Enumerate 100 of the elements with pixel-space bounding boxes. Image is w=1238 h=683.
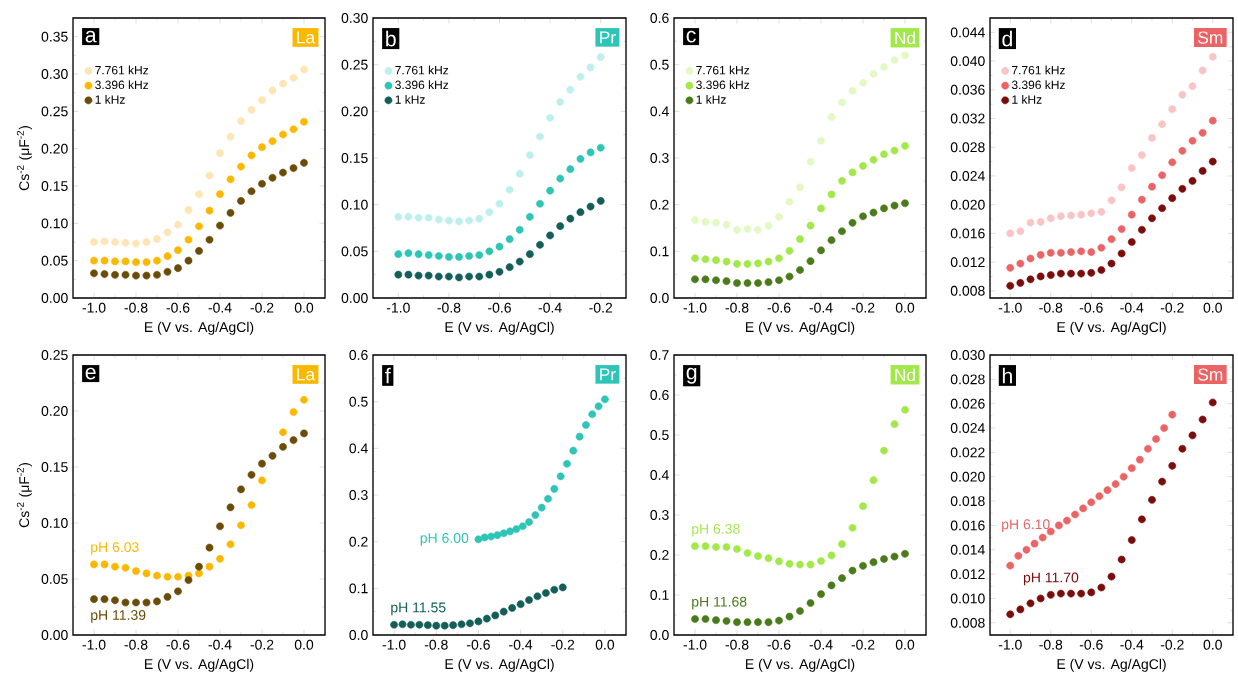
x-tick-label: -0.8	[437, 302, 461, 313]
point	[838, 227, 846, 236]
point	[525, 151, 534, 160]
y-tick-label: 0.20	[41, 406, 68, 416]
y-tick-label: 0.0	[349, 630, 368, 640]
point	[796, 235, 804, 244]
point	[890, 56, 899, 64]
point	[594, 402, 603, 411]
point	[563, 459, 571, 468]
point	[423, 621, 432, 630]
point	[268, 137, 277, 146]
point	[390, 620, 398, 629]
annotation: Sm	[1198, 368, 1223, 381]
y-tick-label: 0.00	[41, 293, 68, 303]
point	[1057, 212, 1065, 221]
point	[575, 432, 584, 441]
point	[100, 560, 109, 569]
legend-label: 3.396 kHz	[95, 80, 149, 90]
point	[796, 560, 804, 569]
point	[712, 219, 720, 227]
point	[1097, 243, 1106, 252]
point	[785, 559, 794, 568]
x-axis-title: E (V vs. Ag/AgCl)	[145, 658, 254, 672]
annotation: f	[385, 367, 391, 384]
y-axis-title: Cs$^{-2}$ (μF$^{-2}$)	[16, 463, 32, 528]
point	[701, 255, 710, 264]
y-tick-label: 0.00	[41, 630, 68, 640]
point	[901, 549, 909, 558]
point	[434, 272, 443, 281]
point	[1152, 435, 1160, 443]
point	[195, 562, 203, 571]
point	[153, 235, 161, 243]
point	[890, 201, 899, 210]
point	[546, 113, 554, 122]
point	[1188, 177, 1197, 185]
point	[890, 552, 899, 561]
point	[1158, 171, 1166, 180]
point	[279, 428, 287, 437]
point	[90, 560, 98, 569]
point	[195, 247, 203, 255]
point	[1127, 210, 1136, 219]
point	[111, 257, 119, 266]
point	[890, 420, 899, 429]
x-tick-label: -0.4	[509, 639, 533, 650]
y-tick-label: 0.024	[950, 423, 985, 434]
y-tick-label: 0.05	[41, 255, 68, 266]
point	[733, 226, 741, 234]
point	[132, 567, 140, 576]
point	[184, 235, 193, 244]
y-tick-label: 0.15	[341, 153, 368, 163]
point	[817, 557, 825, 565]
y-tick-label: 0.10	[41, 518, 68, 528]
point	[743, 225, 752, 233]
point	[566, 165, 575, 174]
y-tick-label: 0.20	[41, 143, 68, 154]
point	[1148, 182, 1156, 191]
x-tick-label: -0.8	[124, 302, 148, 313]
point	[1135, 455, 1144, 464]
point	[216, 554, 224, 563]
series-label: pH 11.68	[692, 596, 747, 610]
point	[546, 186, 554, 195]
point	[586, 202, 595, 211]
point	[153, 270, 161, 279]
point	[890, 146, 899, 155]
point	[205, 171, 214, 180]
point	[1022, 545, 1031, 554]
point	[508, 604, 517, 612]
point	[226, 132, 235, 141]
legend-label: 7.761 kHz	[95, 65, 149, 75]
point	[1077, 269, 1086, 278]
point	[536, 132, 544, 141]
point	[247, 470, 256, 479]
point	[764, 257, 773, 266]
point	[601, 395, 609, 404]
point	[1138, 225, 1146, 234]
point	[525, 518, 533, 526]
y-tick-label: 0.4	[650, 470, 669, 480]
point	[491, 611, 500, 620]
point	[1071, 510, 1079, 519]
point	[90, 256, 98, 265]
point	[1087, 588, 1096, 597]
point	[515, 257, 524, 266]
point	[195, 569, 203, 578]
point	[142, 569, 151, 578]
point	[556, 472, 565, 481]
point	[121, 238, 130, 247]
y-tick-label: 0.018	[950, 496, 985, 507]
point	[566, 85, 575, 94]
y-tick-label: 0.7	[650, 350, 669, 360]
point	[701, 275, 710, 284]
point	[465, 216, 474, 225]
point	[582, 421, 590, 429]
point	[733, 260, 741, 268]
y-tick-label: 0.0	[650, 293, 669, 303]
x-tick-label: 0.0	[1203, 639, 1222, 650]
point	[596, 143, 605, 152]
annotation: a	[85, 30, 97, 43]
point	[1016, 259, 1025, 268]
point	[111, 596, 119, 605]
point	[537, 503, 546, 512]
